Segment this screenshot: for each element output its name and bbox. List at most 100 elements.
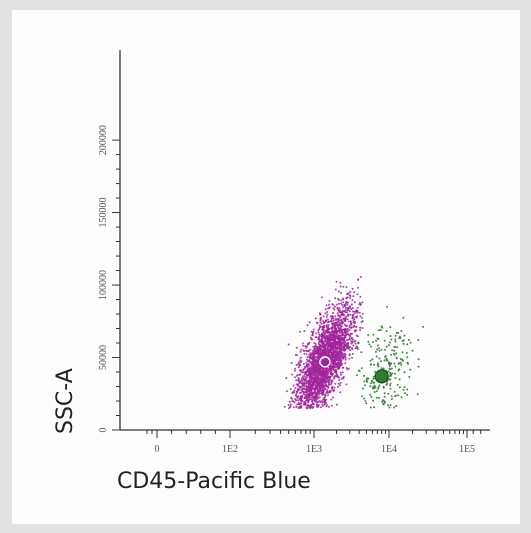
data-point xyxy=(390,353,393,356)
data-point xyxy=(339,351,342,354)
data-point xyxy=(297,361,300,364)
data-point xyxy=(334,349,337,352)
data-point xyxy=(322,331,325,334)
data-point xyxy=(314,364,317,367)
data-point xyxy=(318,349,321,352)
data-point xyxy=(326,385,329,388)
data-point xyxy=(327,350,329,352)
data-point xyxy=(331,349,334,351)
data-point xyxy=(326,389,329,392)
data-point xyxy=(335,403,338,406)
data-point xyxy=(316,378,319,380)
data-point xyxy=(401,358,404,361)
data-point xyxy=(321,296,324,299)
data-point xyxy=(345,334,348,336)
data-point xyxy=(289,403,292,406)
data-point xyxy=(303,382,306,384)
data-point xyxy=(314,378,317,381)
data-point xyxy=(337,297,339,300)
data-point xyxy=(342,377,345,380)
data-point xyxy=(309,378,312,381)
data-point xyxy=(390,367,393,370)
data-point xyxy=(369,345,372,348)
data-point xyxy=(328,369,331,372)
data-point xyxy=(342,337,345,339)
data-point xyxy=(335,303,338,306)
data-point xyxy=(340,348,343,351)
data-point xyxy=(396,346,398,349)
data-point xyxy=(354,342,357,345)
data-point xyxy=(311,363,313,365)
data-point xyxy=(295,379,298,382)
data-point xyxy=(376,348,379,351)
data-point xyxy=(321,403,324,406)
data-point xyxy=(342,301,345,304)
data-point xyxy=(320,342,323,344)
data-point xyxy=(340,318,343,321)
data-point xyxy=(323,333,325,335)
data-point xyxy=(316,406,319,409)
data-point xyxy=(316,375,319,378)
data-point xyxy=(312,345,315,348)
data-point xyxy=(364,400,367,403)
data-point xyxy=(371,387,374,390)
data-point xyxy=(328,306,331,309)
data-point xyxy=(297,378,300,381)
data-point xyxy=(327,394,329,397)
data-point xyxy=(369,382,372,385)
data-point xyxy=(407,339,410,341)
data-point xyxy=(386,305,389,308)
data-point xyxy=(331,379,334,382)
data-point xyxy=(344,317,347,320)
data-point xyxy=(345,315,348,318)
data-point xyxy=(318,353,321,356)
plot-panel: 0 50000 100000 150000 200000 0 1E2 1E3 1E4 1E5 C… xyxy=(12,10,520,524)
data-point xyxy=(307,374,310,377)
data-point xyxy=(347,314,349,317)
x-tick-label: 0 xyxy=(155,444,160,455)
data-point xyxy=(306,369,309,372)
data-point xyxy=(348,305,351,308)
data-point xyxy=(294,369,296,372)
data-point xyxy=(373,391,376,393)
data-point xyxy=(318,324,321,327)
data-point xyxy=(319,406,322,409)
data-point xyxy=(318,334,321,337)
data-point xyxy=(330,315,333,318)
data-point xyxy=(296,397,299,400)
data-point xyxy=(298,382,301,385)
data-point xyxy=(340,334,343,337)
data-point xyxy=(325,369,328,371)
data-point xyxy=(310,389,313,392)
data-point xyxy=(359,276,362,278)
data-point xyxy=(342,338,345,341)
data-point xyxy=(348,294,351,297)
data-point xyxy=(324,331,327,334)
data-point xyxy=(385,330,388,333)
data-point xyxy=(380,360,382,363)
data-point xyxy=(327,377,330,380)
data-point xyxy=(338,321,341,324)
data-point xyxy=(283,405,286,408)
data-point xyxy=(348,357,351,360)
data-point xyxy=(290,362,293,364)
data-point xyxy=(394,395,396,398)
data-point xyxy=(317,379,320,382)
data-point xyxy=(324,308,327,311)
data-point xyxy=(305,376,308,378)
data-point xyxy=(332,366,334,369)
data-point xyxy=(370,363,372,366)
data-point xyxy=(336,353,339,356)
data-point xyxy=(390,374,393,377)
data-point xyxy=(331,374,334,377)
data-point xyxy=(306,407,309,410)
data-point xyxy=(395,356,398,359)
data-point xyxy=(326,370,329,373)
data-point xyxy=(324,352,327,355)
data-point xyxy=(363,397,366,400)
data-point xyxy=(395,352,398,355)
data-point xyxy=(357,286,360,289)
data-point xyxy=(352,310,354,313)
data-point xyxy=(328,344,331,347)
scatter-plot: 0 50000 100000 150000 200000 0 1E2 1E3 1E4 1E5 C… xyxy=(53,50,490,494)
